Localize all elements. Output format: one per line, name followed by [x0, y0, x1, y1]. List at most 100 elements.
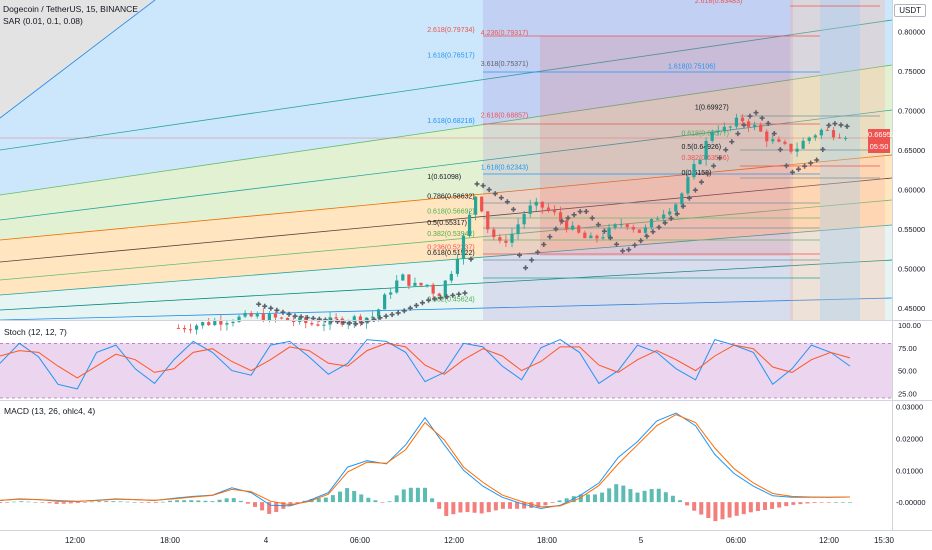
candle — [389, 287, 393, 300]
chart-title: Dogecoin / TetherUS, 15, BINANCE — [3, 4, 138, 14]
sar-dot — [474, 181, 480, 187]
macd-hist-bar — [83, 502, 87, 503]
candle — [783, 139, 787, 146]
price-axis[interactable]: 0.80000 0.75000 0.70000 0.65000 0.60000 0.550… — [898, 28, 925, 314]
time-axis[interactable]: 12:00 18:00 4 06:00 12:00 18:00 5 06:00 12:00 15:… — [65, 536, 895, 545]
candle — [474, 196, 478, 221]
price-tick: 0.55000 — [898, 225, 925, 234]
macd-hist-bar — [663, 492, 668, 503]
sar-dot — [705, 171, 711, 177]
candle — [686, 171, 690, 196]
macd-hist-bar — [238, 500, 243, 503]
sar-dot — [565, 215, 571, 221]
sar-dot — [814, 157, 820, 163]
sar-dot — [286, 311, 292, 317]
macd-hist-bar — [699, 502, 704, 515]
candle — [765, 129, 769, 148]
sar-dot — [480, 183, 486, 189]
sar-dot — [838, 122, 844, 128]
sar-dot — [826, 122, 832, 128]
macd-hist-bar — [819, 502, 824, 503]
sar-dot — [529, 257, 535, 263]
candle — [837, 133, 842, 139]
macd-hist-bar — [387, 501, 392, 503]
macd-hist-bar — [840, 502, 845, 503]
candle — [595, 234, 599, 243]
candle — [564, 218, 569, 233]
macd-hist-bar — [359, 494, 364, 503]
sar-dot — [765, 120, 771, 126]
macd-hist-bar — [713, 502, 718, 522]
macd-hist-bar — [600, 492, 605, 503]
macd-hist-bar — [139, 502, 144, 503]
fib-extension-levels — [483, 5, 880, 279]
macd-hist-bar — [649, 489, 654, 503]
sar-dot — [729, 139, 735, 145]
macd-hist-bar — [826, 502, 831, 503]
candle — [522, 210, 526, 229]
candle — [213, 317, 217, 327]
candle — [534, 197, 538, 211]
macd-hist-bar — [345, 488, 350, 503]
fib-extension-box-2 — [540, 36, 790, 256]
candle — [655, 216, 660, 220]
sar-dot — [717, 155, 723, 161]
candle — [807, 136, 811, 144]
price-tick: 0.45000 — [898, 304, 925, 313]
macd-hist-bar — [231, 498, 236, 503]
macd-tick: -0.00000 — [896, 498, 926, 507]
sar-dot — [686, 195, 692, 201]
candle — [643, 224, 648, 237]
sar-dot — [698, 179, 704, 185]
signal-line — [0, 414, 851, 508]
fib-labels: 2.618(0.79734) 1.618(0.76517) 1.618(0.6821… — [427, 0, 742, 303]
currency-button[interactable]: USDT — [894, 4, 926, 17]
macd-hist-bar — [635, 492, 640, 503]
fib-level-label: 0.236(0.52237) — [427, 244, 474, 251]
macd-hist-bar — [777, 502, 782, 508]
macd-hist-bar — [500, 502, 505, 509]
macd-pane[interactable] — [0, 412, 852, 522]
sar-dot — [274, 307, 280, 313]
candle — [631, 224, 635, 233]
macd-hist-bar — [706, 502, 711, 519]
price-tick: 0.65000 — [898, 146, 925, 155]
macd-hist-bar — [366, 497, 371, 503]
candle — [704, 137, 708, 166]
macd-hist-bar — [316, 498, 321, 503]
candle — [480, 196, 484, 213]
stoch-lines — [0, 339, 892, 399]
candle — [795, 142, 799, 157]
macd-hist-bar — [274, 502, 279, 512]
sar-dot — [692, 187, 698, 193]
fib-level-label: 0.618(0.56692) — [427, 209, 474, 216]
macd-hist-bar — [529, 502, 534, 508]
macd-hist-bar — [97, 501, 102, 503]
candle — [249, 310, 253, 318]
candle — [734, 113, 739, 129]
macd-hist-bar — [260, 502, 265, 511]
candle — [207, 317, 211, 327]
macd-hist-bar — [678, 500, 682, 503]
fib-extension-box-4 — [820, 0, 860, 320]
macd-hist-bar — [543, 502, 548, 506]
stochastic-pane[interactable] — [0, 339, 892, 399]
candle — [540, 201, 544, 214]
macd-hist-bar — [444, 502, 449, 516]
candle — [740, 114, 745, 125]
price-pane[interactable]: 2.618(0.79734) 1.618(0.76517) 1.618(0.6821… — [0, 0, 893, 335]
fib-level-label: 1(0.69927) — [695, 104, 729, 111]
candle — [383, 292, 387, 310]
candle — [789, 143, 793, 154]
macd-hist-bar — [19, 501, 24, 503]
time-tick: 5 — [639, 536, 644, 545]
sar-dot — [620, 248, 626, 254]
candles — [176, 113, 848, 335]
macd-hist-bar — [727, 502, 732, 518]
sar-dot — [353, 321, 359, 327]
candle — [279, 316, 284, 320]
macd-hist-bar — [295, 502, 300, 504]
macd-hist-bar — [550, 502, 555, 503]
candle — [225, 320, 229, 331]
sar-dot — [395, 310, 401, 316]
